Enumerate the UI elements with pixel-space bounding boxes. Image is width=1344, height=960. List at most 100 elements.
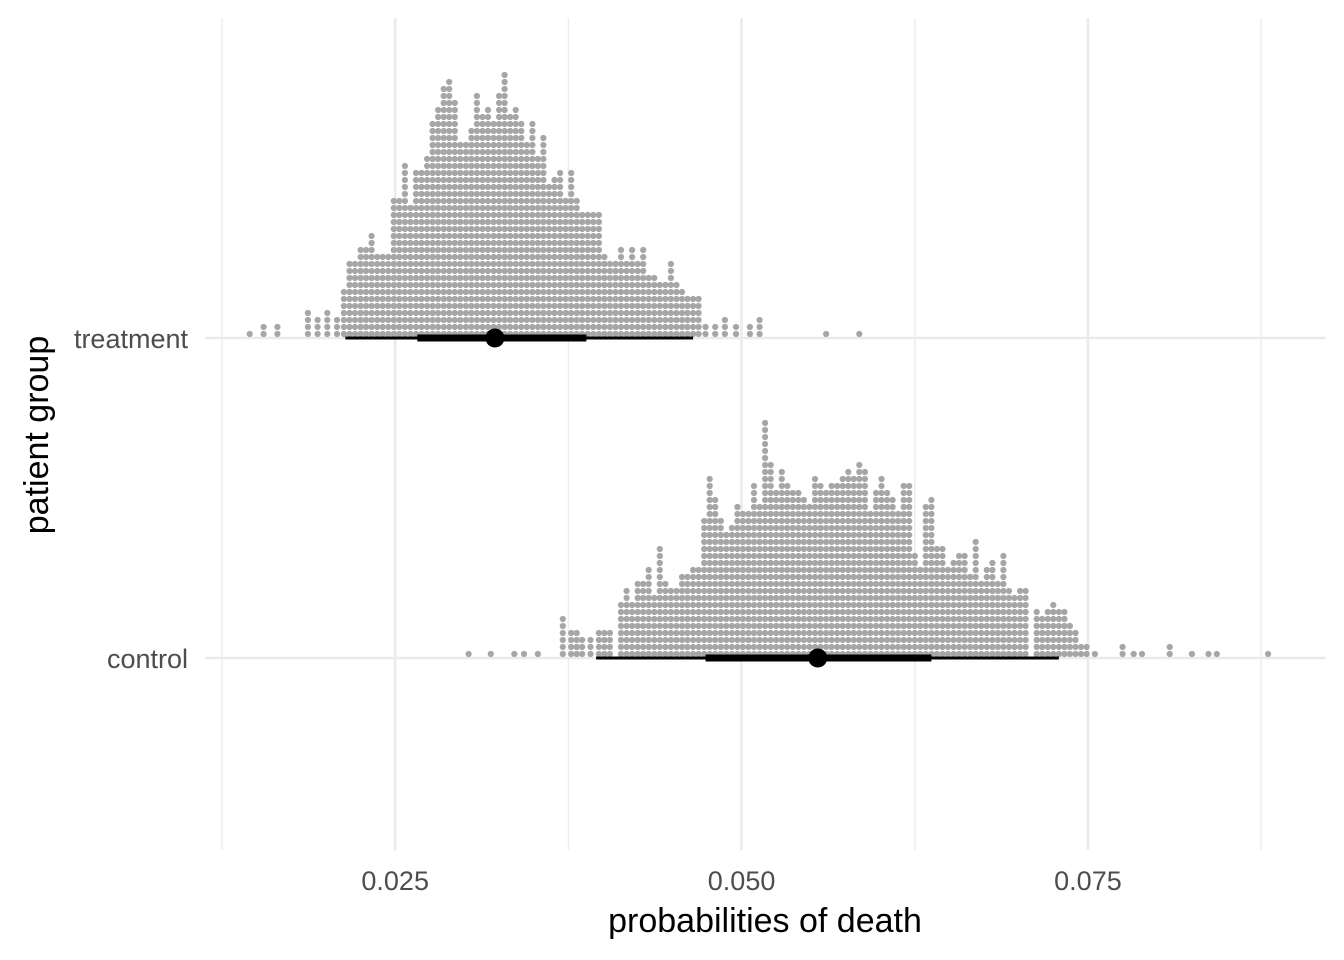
dot-treatment [484, 267, 492, 275]
dot-control [778, 559, 785, 567]
interval-layer [345, 328, 1059, 668]
dot-control [911, 552, 918, 560]
dot-control [922, 503, 929, 511]
dot-control [878, 594, 885, 602]
dot-treatment [351, 330, 359, 338]
dot-control [839, 545, 846, 553]
dot-treatment [351, 281, 359, 289]
dot-treatment [346, 281, 353, 289]
dot-control [645, 608, 652, 616]
dot-control [895, 552, 902, 560]
dot-treatment [595, 232, 603, 240]
dot-treatment [612, 267, 619, 275]
dot-control [806, 643, 813, 651]
dot-control [695, 622, 702, 630]
dot-treatment [518, 204, 525, 212]
dot-control [778, 608, 785, 616]
dot-control [928, 496, 935, 504]
dot-control [745, 524, 752, 532]
dot-treatment [473, 134, 480, 142]
dot-treatment [501, 169, 508, 177]
dot-treatment [401, 295, 408, 303]
dot-treatment [612, 323, 619, 331]
dot-control [933, 559, 941, 567]
dot-control [662, 601, 669, 609]
dot-control [867, 524, 874, 532]
dot-control [895, 524, 902, 532]
dot-control [728, 531, 736, 539]
dot-treatment [340, 316, 347, 324]
dot-control [617, 615, 625, 623]
dot-control [750, 566, 758, 574]
dot-control [778, 636, 785, 644]
dot-treatment [584, 302, 591, 310]
dot-control [717, 538, 724, 546]
dot-control [956, 559, 963, 567]
dot-control [817, 643, 824, 651]
dot-control [834, 566, 841, 574]
dot-control [579, 650, 586, 658]
dot-control [972, 594, 979, 602]
dot-treatment [412, 295, 420, 303]
dot-treatment [673, 330, 680, 338]
dot-control [811, 559, 819, 567]
dot-treatment [601, 260, 608, 268]
dot-treatment [507, 260, 514, 268]
dot-treatment [512, 141, 519, 149]
dot-treatment [473, 176, 480, 184]
dot-control [867, 538, 874, 546]
dot-treatment [379, 267, 386, 275]
dot-control [773, 601, 780, 609]
dot-control [811, 615, 819, 623]
dot-control [1000, 636, 1007, 644]
dot-control [734, 552, 741, 560]
dot-control [900, 510, 907, 518]
dot-control [817, 538, 824, 546]
dot-control [811, 545, 819, 553]
dot-control [911, 566, 918, 574]
dot-control [690, 650, 697, 658]
dot-treatment [429, 246, 436, 254]
dot-treatment [551, 302, 558, 310]
dot-treatment [540, 190, 547, 198]
dot-treatment [512, 260, 519, 268]
dot-control [773, 629, 780, 637]
dot-control [828, 615, 835, 623]
dot-control [662, 629, 669, 637]
dot-treatment [429, 316, 436, 324]
dot-control [1050, 622, 1057, 630]
dot-treatment [545, 281, 553, 289]
dot-control [762, 440, 769, 448]
dot-control [712, 587, 719, 595]
dot-treatment [501, 288, 508, 296]
dot-treatment [346, 260, 353, 268]
dot-treatment [606, 274, 614, 282]
dot-control [845, 531, 852, 539]
dot-control [889, 587, 896, 595]
dot-treatment [501, 211, 508, 219]
dot-control [900, 489, 907, 497]
dot-control [706, 566, 713, 574]
dot-treatment [507, 176, 514, 184]
dot-treatment [401, 176, 408, 184]
dot-control [678, 615, 686, 623]
dot-control [667, 650, 675, 658]
dot-control [950, 580, 957, 588]
dot-treatment [540, 316, 547, 324]
dot-treatment [573, 267, 580, 275]
dot-control [906, 531, 913, 539]
dot-treatment [856, 330, 863, 338]
dot-control [656, 552, 663, 560]
dot-treatment [551, 309, 558, 317]
dot-treatment [473, 302, 480, 310]
dot-treatment [496, 190, 503, 198]
dot-control [651, 636, 658, 644]
dot-treatment [667, 330, 675, 338]
dot-treatment [479, 141, 486, 149]
dot-treatment [507, 225, 514, 233]
dot-control [767, 587, 774, 595]
dot-treatment [479, 134, 486, 142]
dot-control [728, 608, 736, 616]
